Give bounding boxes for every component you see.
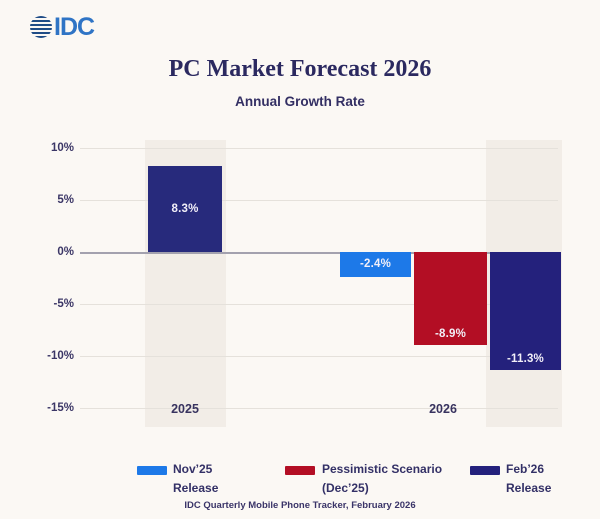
legend-label: Feb’26 Release [506,462,552,495]
bar-2026-4: -11.3% [490,252,561,370]
y-axis-tick-label: 10% [50,142,74,154]
legend-label: Nov’25 Release [173,462,219,495]
y-axis-tick-label: 5% [57,194,74,206]
x-axis-label-2026: 2026 [429,402,457,416]
bar-value-label: -2.4% [359,258,392,271]
y-axis-tick-label: -10% [47,350,74,362]
x-axis-label-2025: 2025 [171,402,199,416]
gridline [80,356,558,357]
source-note: IDC Quarterly Mobile Phone Tracker, Febr… [184,500,416,511]
legend-swatch-icon [285,466,315,475]
y-axis-tick-label: -5% [53,298,74,310]
legend-label: Pessimistic Scenario (Dec’25) [322,462,443,495]
bar-2026-2: -2.4% [340,252,411,277]
bar-2026-3: -8.9% [414,252,487,345]
bar-value-label: -8.9% [434,327,467,340]
page-title: PC Market Forecast 2026 [168,56,432,82]
y-axis-tick-label: -15% [47,402,74,414]
gridline [80,304,558,305]
gridline [80,408,558,409]
bar-value-label: -11.3% [506,352,544,365]
legend-swatch-icon [470,466,500,475]
bar-2025-1: 8.3% [148,165,222,252]
idc-logo: IDC [30,13,95,41]
y-axis-tick-label: 0% [57,246,74,258]
idc-logo-text: IDC [54,13,95,41]
zero-gridline [80,252,558,254]
gridline [80,148,558,149]
gridline [80,200,558,201]
idc-globe-icon [30,16,52,38]
page-subtitle: Annual Growth Rate [235,94,365,109]
legend-swatch-icon [137,466,167,475]
bar-value-label: 8.3% [171,202,199,215]
